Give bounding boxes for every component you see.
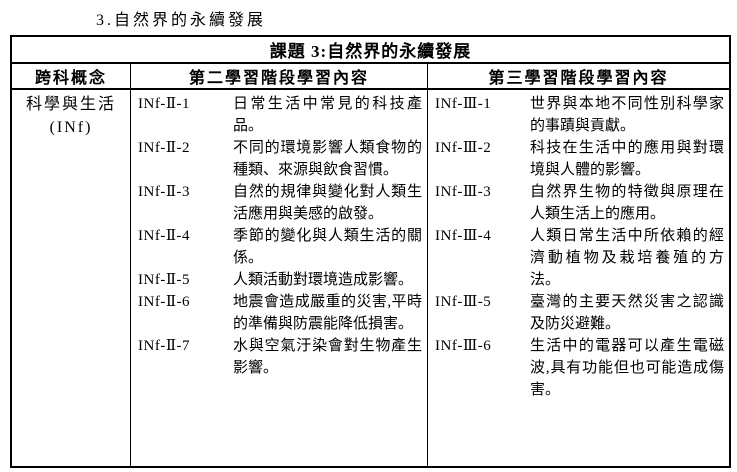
table-body-row: 科學與生活 (INf) INf-Ⅱ-1 日常生活中常見的科技產品。 INf-Ⅱ-…	[12, 90, 729, 466]
learning-content-item: INf-Ⅲ-3 自然界生物的特徵與原理在人類生活上的應用。	[435, 181, 726, 225]
learning-content-item: INf-Ⅲ-4 人類日常生活中所依賴的經濟動植物及栽培養殖的方法。	[435, 225, 726, 291]
item-text: 世界與本地不同性別科學家的事蹟與貢獻。	[530, 96, 724, 134]
item-code: INf-Ⅱ-7	[138, 338, 191, 354]
column-header-stage3: 第三學習階段學習內容	[488, 70, 669, 87]
item-text: 自然的規律與變化對人類生活應用與美感的啟發。	[233, 184, 422, 222]
learning-content-item: INf-Ⅱ-3 自然的規律與變化對人類生活應用與美感的啟發。	[138, 181, 424, 225]
item-code: INf-Ⅲ-1	[435, 96, 492, 112]
concept-cell: 科學與生活 (INf)	[12, 90, 131, 466]
item-code: INf-Ⅲ-5	[435, 294, 492, 310]
item-code: INf-Ⅱ-3	[138, 184, 191, 200]
item-code: INf-Ⅱ-1	[138, 96, 191, 112]
item-text: 科技在生活中的應用與對環境與人體的影響。	[530, 140, 724, 178]
item-text: 不同的環境影響人類食物的種類、來源與飲食習慣。	[233, 140, 422, 178]
item-text: 季節的變化與人類生活的關係。	[233, 228, 422, 266]
item-code: INf-Ⅲ-2	[435, 140, 492, 156]
table-title: 課題 3:自然界的永續發展	[12, 37, 729, 64]
learning-content-item: INf-Ⅱ-4 季節的變化與人類生活的關係。	[138, 225, 424, 269]
item-text: 日常生活中常見的科技產品。	[233, 96, 422, 134]
learning-content-item: INf-Ⅱ-2 不同的環境影響人類食物的種類、來源與飲食習慣。	[138, 137, 424, 181]
item-text: 人類活動對環境造成影響。	[233, 272, 414, 288]
learning-content-item: INf-Ⅱ-6 地震會造成嚴重的災害,平時的準備與防震能降低損害。	[138, 291, 424, 335]
item-text: 自然界生物的特徵與原理在人類生活上的應用。	[530, 184, 724, 222]
item-text: 臺灣的主要天然災害之認識及防災避難。	[530, 294, 724, 332]
curriculum-table: 課題 3:自然界的永續發展 跨科概念 第二學習階段學習內容 第三學習階段學習內容…	[10, 35, 731, 468]
learning-content-item: INf-Ⅲ-6 生活中的電器可以產生電磁波,具有功能但也可能造成傷害。	[435, 335, 726, 401]
item-code: INf-Ⅲ-3	[435, 184, 492, 200]
concept-code: (INf)	[49, 119, 93, 136]
learning-content-item: INf-Ⅱ-5 人類活動對環境造成影響。	[138, 269, 424, 291]
learning-content-item: INf-Ⅲ-5 臺灣的主要天然災害之認識及防災避難。	[435, 291, 726, 335]
item-text: 地震會造成嚴重的災害,平時的準備與防震能降低損害。	[233, 294, 422, 332]
stage3-items-cell: INf-Ⅲ-1 世界與本地不同性別科學家的事蹟與貢獻。 INf-Ⅲ-2 科技在生…	[428, 90, 729, 466]
item-code: INf-Ⅲ-6	[435, 338, 492, 354]
learning-content-item: INf-Ⅱ-7 水與空氣汙染會對生物產生影響。	[138, 335, 424, 379]
column-header-stage2: 第二學習階段學習內容	[131, 64, 428, 88]
item-text: 生活中的電器可以產生電磁波,具有功能但也可能造成傷害。	[530, 338, 724, 398]
item-code: INf-Ⅱ-4	[138, 228, 191, 244]
learning-content-item: INf-Ⅲ-2 科技在生活中的應用與對環境與人體的影響。	[435, 137, 726, 181]
learning-content-item: INf-Ⅱ-1 日常生活中常見的科技產品。	[138, 93, 424, 137]
table-header-row: 跨科概念 第二學習階段學習內容 第三學習階段學習內容	[12, 64, 729, 90]
section-heading: 3.自然界的永續發展	[96, 12, 267, 29]
column-header-concept: 跨科概念	[12, 64, 131, 88]
item-code: INf-Ⅱ-5	[138, 272, 191, 288]
item-text: 人類日常生活中所依賴的經濟動植物及栽培養殖的方法。	[530, 228, 724, 288]
item-code: INf-Ⅱ-2	[138, 140, 191, 156]
item-code: INf-Ⅱ-6	[138, 294, 191, 310]
item-code: INf-Ⅲ-4	[435, 228, 492, 244]
learning-content-item: INf-Ⅲ-1 世界與本地不同性別科學家的事蹟與貢獻。	[435, 93, 726, 137]
item-text: 水與空氣汙染會對生物產生影響。	[233, 338, 422, 376]
stage2-items-cell: INf-Ⅱ-1 日常生活中常見的科技產品。 INf-Ⅱ-2 不同的環境影響人類食…	[131, 90, 428, 466]
concept-name: 科學與生活	[25, 96, 116, 113]
